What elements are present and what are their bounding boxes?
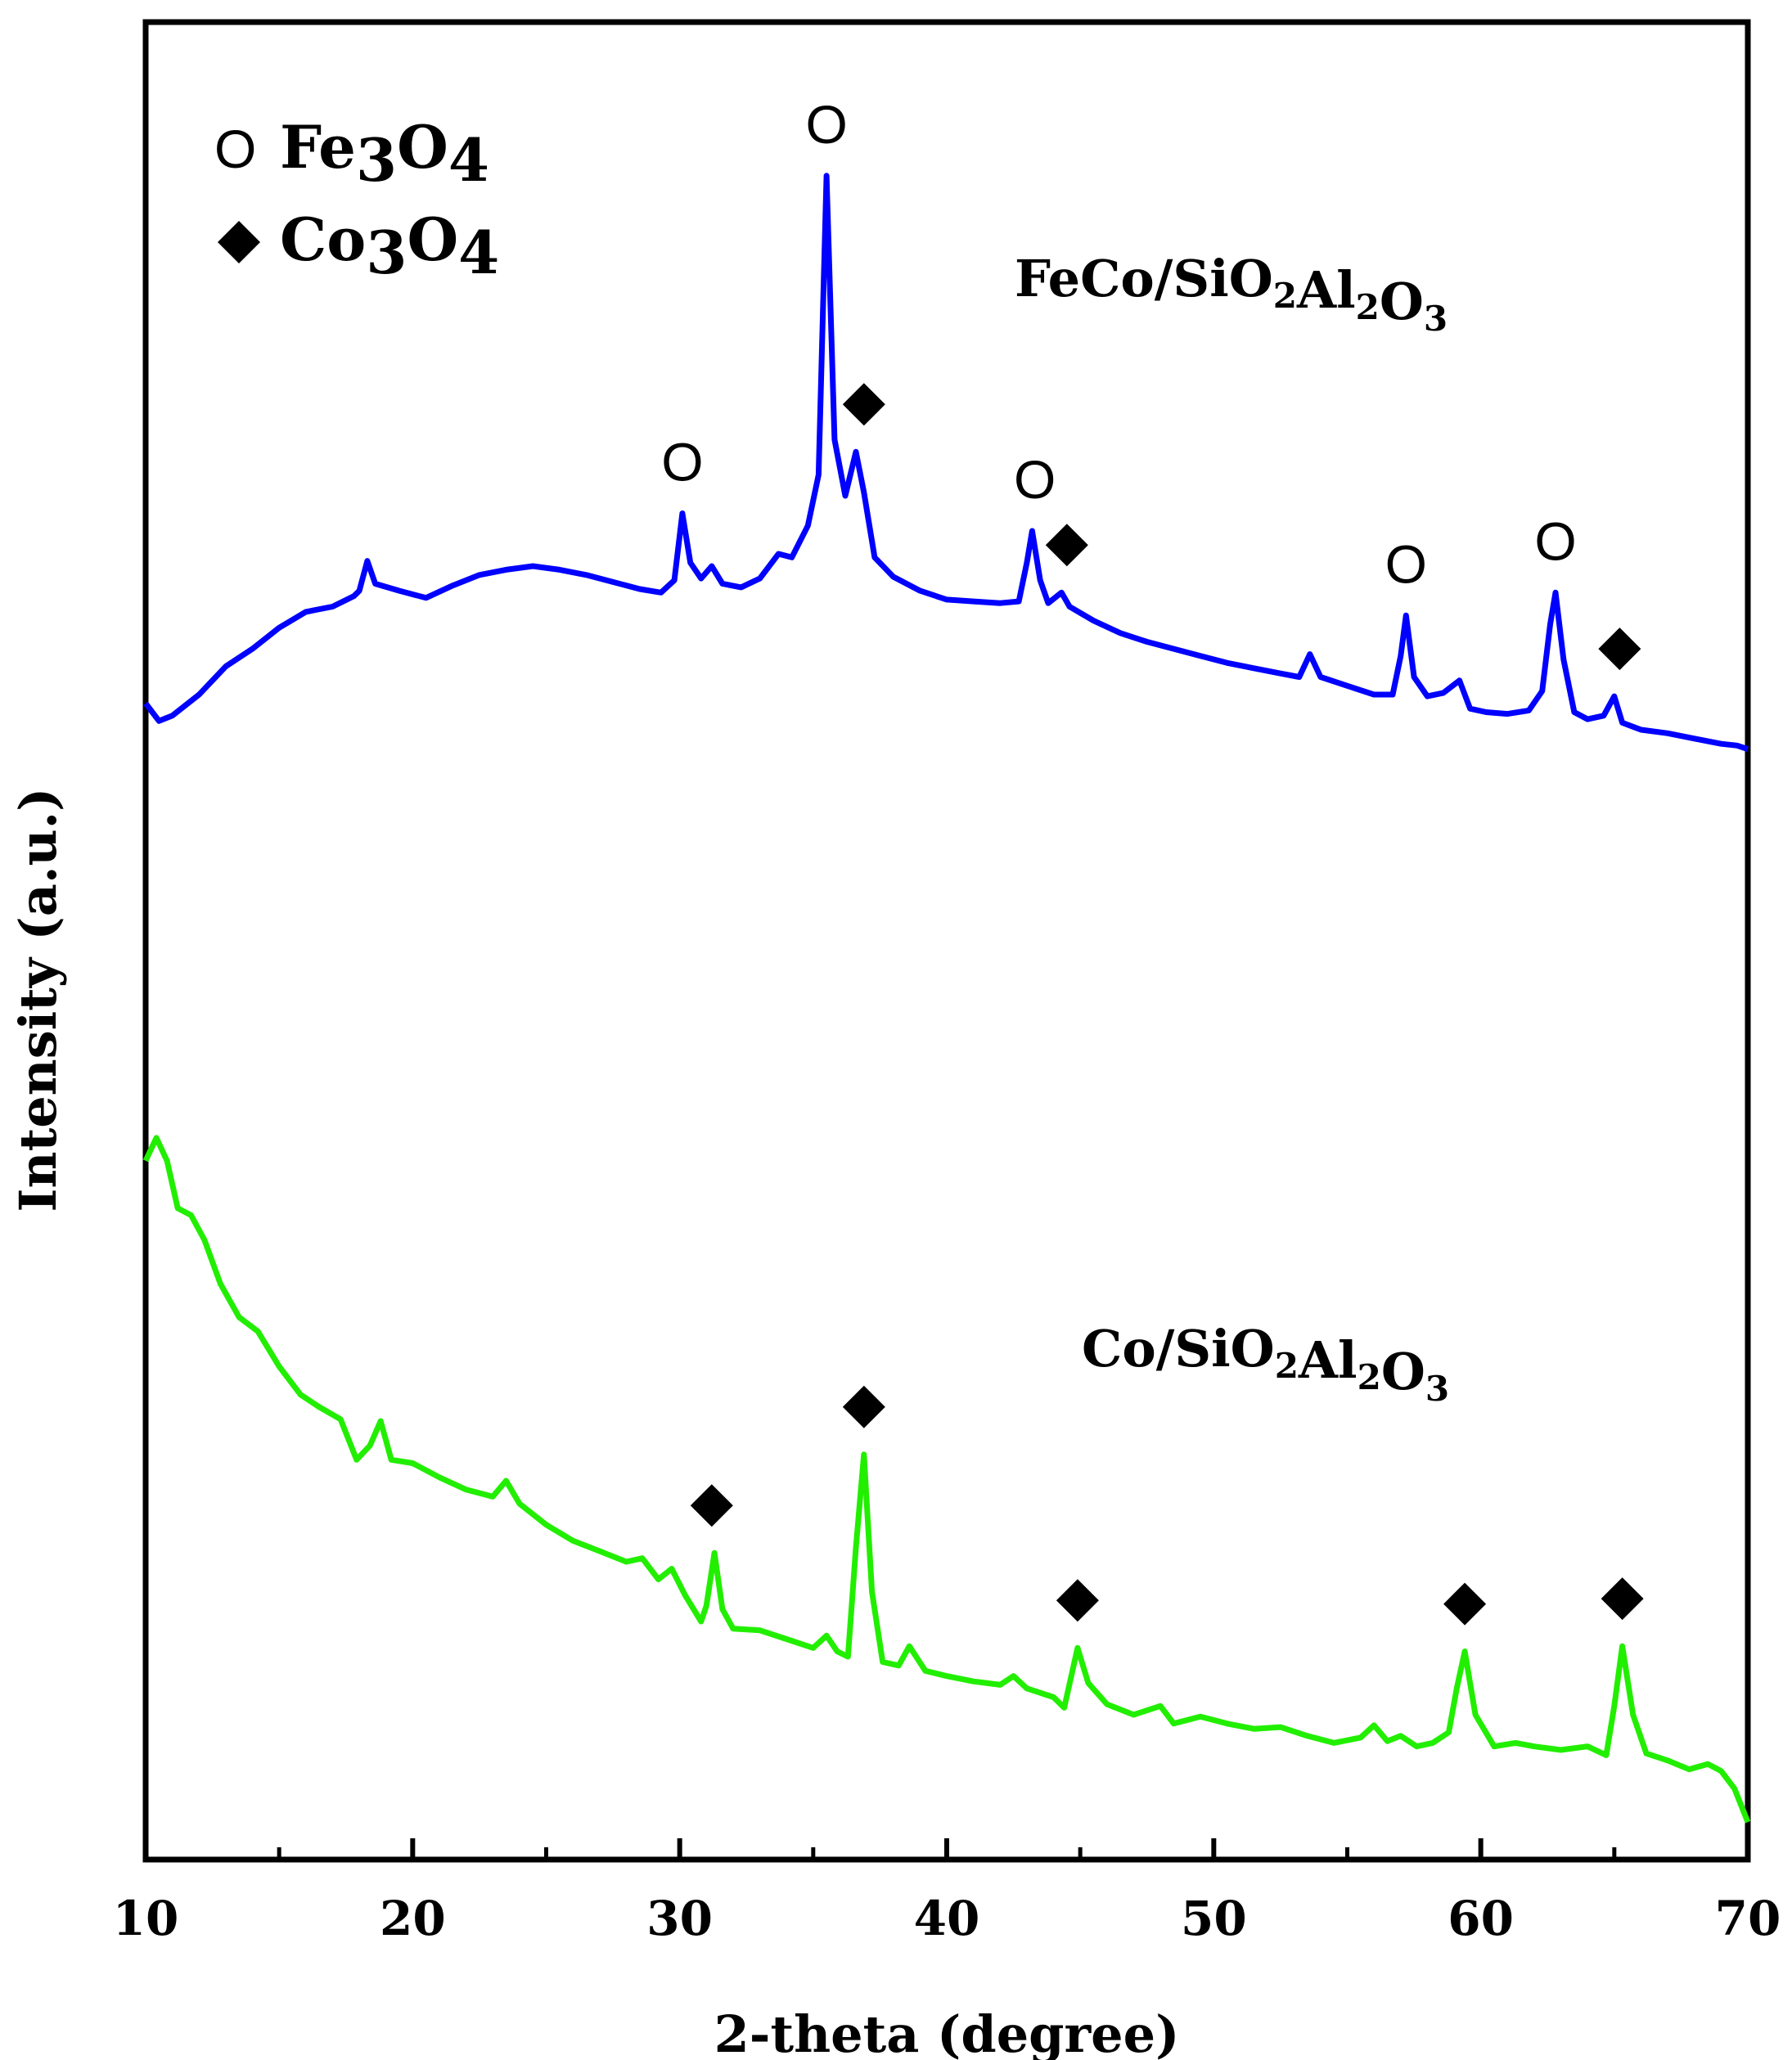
series-layer bbox=[142, 173, 1751, 1824]
co3o4-peak-marker bbox=[1601, 1577, 1644, 1621]
x-tick-label: 50 bbox=[1181, 1891, 1247, 1946]
legend-label: Fe3O4 bbox=[280, 112, 489, 195]
fe3o4-peak-marker: O bbox=[1534, 511, 1576, 571]
legend-item-0: O Fe3O4 bbox=[214, 112, 489, 195]
series-line-0 bbox=[143, 173, 1749, 753]
series-label-1: Co/SiO2Al2O3 bbox=[1082, 1319, 1449, 1409]
fe3o4-peak-marker: O bbox=[805, 94, 847, 155]
x-tick-label: 20 bbox=[380, 1891, 446, 1946]
co3o4-peak-marker bbox=[842, 1385, 885, 1428]
fe3o4-peak-marker: O bbox=[1014, 449, 1056, 510]
series-label-0: FeCo/SiO2Al2O3 bbox=[1015, 249, 1448, 339]
series-line-1 bbox=[142, 1135, 1751, 1824]
co3o4-peak-marker bbox=[842, 383, 885, 426]
x-tick-label: 40 bbox=[914, 1891, 980, 1946]
legend: O Fe3O4 Co3O4 bbox=[214, 112, 499, 287]
x-tick-label: 70 bbox=[1715, 1891, 1781, 1946]
co3o4-peak-marker bbox=[1443, 1582, 1487, 1626]
x-axis-ticks bbox=[143, 1838, 1750, 1860]
peak-marker-layer: O O O O O bbox=[661, 94, 1644, 1626]
fe3o4-peak-marker: O bbox=[661, 432, 703, 493]
series-labels: FeCo/SiO2Al2O3 Co/SiO2Al2O3 bbox=[1015, 249, 1449, 1409]
legend-marker-circle: O bbox=[214, 119, 256, 179]
legend-item-1: Co3O4 bbox=[218, 205, 499, 287]
y-axis-title: Intensity (a.u.) bbox=[8, 787, 68, 1212]
x-axis-tick-labels: 10 20 30 40 50 60 70 bbox=[113, 1891, 1781, 1946]
legend-marker-diamond bbox=[218, 221, 260, 263]
x-tick-label: 10 bbox=[113, 1891, 179, 1946]
x-tick-label: 60 bbox=[1448, 1891, 1514, 1946]
x-tick-label: 30 bbox=[646, 1891, 713, 1946]
fe3o4-peak-marker: O bbox=[1385, 533, 1427, 594]
co3o4-peak-marker bbox=[1056, 1579, 1099, 1622]
plot-frame bbox=[142, 19, 1751, 1863]
co3o4-peak-marker bbox=[1045, 524, 1088, 567]
co3o4-peak-marker bbox=[1598, 627, 1641, 671]
co3o4-peak-marker bbox=[690, 1484, 733, 1527]
x-axis-title: 2-theta (degree) bbox=[714, 2004, 1180, 2060]
legend-label: Co3O4 bbox=[280, 205, 499, 287]
